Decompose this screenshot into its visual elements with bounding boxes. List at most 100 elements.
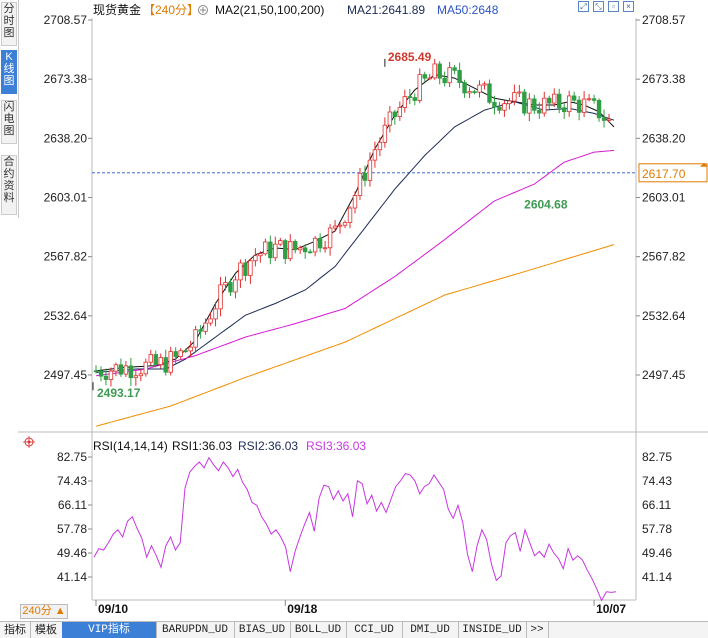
candle-body bbox=[407, 96, 412, 99]
tab-cci[interactable]: CCI_UD bbox=[346, 622, 403, 638]
candle-body bbox=[347, 207, 353, 223]
ma50-legend: MA50:2648 bbox=[437, 3, 499, 17]
candle-body bbox=[362, 172, 368, 181]
candle-body bbox=[113, 364, 119, 372]
candle-body bbox=[268, 241, 273, 259]
candle-body bbox=[591, 98, 597, 101]
candle-body bbox=[352, 195, 358, 209]
current-price-label: 2617.70 bbox=[642, 167, 686, 181]
rsi-tick-right: 66.11 bbox=[642, 498, 671, 512]
tab-vip-indicators[interactable]: VIP指标 bbox=[62, 622, 157, 638]
price-tick-right: 2603.01 bbox=[642, 191, 686, 205]
candle-body bbox=[337, 224, 343, 227]
period-label: 【240分】 bbox=[143, 3, 199, 17]
price-tick-right: 2708.57 bbox=[642, 13, 686, 27]
candle-body bbox=[327, 227, 333, 249]
rsi-tick-left: 74.43 bbox=[57, 474, 87, 488]
candle-body bbox=[228, 282, 233, 293]
candle-body bbox=[596, 99, 602, 119]
tab-inside[interactable]: INSIDE_UD bbox=[458, 622, 527, 638]
candle-body bbox=[537, 109, 542, 114]
candle-body bbox=[317, 237, 323, 249]
candle-body bbox=[312, 237, 318, 253]
candle-body bbox=[417, 74, 422, 101]
candle-body bbox=[163, 357, 168, 373]
collapse-icon[interactable]: ⤡ bbox=[593, 1, 604, 12]
candle-body bbox=[273, 243, 278, 259]
candle-body bbox=[492, 101, 497, 108]
rsi-title: RSI(14,14,14) bbox=[93, 439, 168, 453]
tab-barupdn[interactable]: BARUPDN_UD bbox=[156, 622, 235, 638]
circle-plus-icon[interactable] bbox=[198, 5, 208, 15]
price-tick-right: 2497.45 bbox=[642, 368, 686, 382]
candle-body bbox=[198, 329, 203, 332]
candle-body bbox=[606, 118, 612, 121]
candle-body bbox=[477, 84, 482, 93]
high-annotation: 2685.49 bbox=[388, 50, 432, 64]
candle-body bbox=[332, 225, 338, 229]
candle-body bbox=[133, 375, 139, 379]
tab-dmi[interactable]: DMI_UD bbox=[402, 622, 459, 638]
candle-body bbox=[547, 97, 552, 104]
candle-body bbox=[293, 241, 298, 251]
tab-templates[interactable]: 模板 bbox=[30, 622, 63, 638]
candle-body bbox=[522, 91, 527, 114]
candle-body bbox=[243, 262, 248, 276]
close-icon[interactable]: × bbox=[623, 1, 634, 12]
ma2-line bbox=[95, 74, 615, 372]
candle-body bbox=[452, 67, 457, 71]
candle-body bbox=[447, 67, 452, 84]
candle-body bbox=[412, 97, 417, 101]
tab-boll[interactable]: BOLL_UD bbox=[290, 622, 347, 638]
candle-body bbox=[248, 260, 253, 276]
candle-body bbox=[168, 351, 173, 373]
candle-body bbox=[502, 103, 507, 111]
candle-body bbox=[208, 318, 213, 324]
low-right-annotation: 2604.68 bbox=[524, 198, 568, 212]
candle-body bbox=[387, 111, 393, 126]
rsi-settings-icon[interactable] bbox=[23, 436, 35, 448]
candle-body bbox=[173, 351, 178, 357]
tab-kline[interactable]: K线图 bbox=[1, 50, 17, 94]
tab-contract-info[interactable]: 合约资料 bbox=[1, 155, 17, 215]
tab-indicators[interactable]: 指标 bbox=[0, 622, 31, 638]
price-tick-right: 2638.20 bbox=[642, 131, 686, 145]
price-tick-left: 2673.38 bbox=[44, 72, 88, 86]
candle-body bbox=[258, 253, 263, 257]
candle-body bbox=[507, 100, 512, 105]
rsi-tick-left: 82.75 bbox=[57, 450, 87, 464]
candle-body bbox=[178, 350, 183, 357]
expand-icon[interactable]: ⤢ bbox=[578, 1, 589, 12]
candle-body bbox=[148, 354, 153, 363]
rsi-tick-right: 41.14 bbox=[642, 570, 672, 584]
rsi-tick-right: 49.46 bbox=[642, 546, 672, 560]
candle-body bbox=[427, 77, 432, 80]
ma21-line bbox=[95, 101, 615, 373]
price-tick-right: 2567.82 bbox=[642, 250, 686, 264]
tab-bias[interactable]: BIAS_UD bbox=[234, 622, 291, 638]
rsi-line bbox=[93, 456, 617, 602]
candle-body bbox=[108, 370, 114, 380]
price-tick-left: 2497.45 bbox=[44, 368, 88, 382]
tab-more[interactable]: >> bbox=[526, 622, 549, 638]
ma21-legend: MA21:2641.89 bbox=[347, 3, 425, 17]
candle-body bbox=[462, 82, 467, 94]
tab-flash-chart[interactable]: 闪电图 bbox=[1, 100, 17, 144]
candle-body bbox=[581, 98, 587, 113]
candle-body bbox=[298, 247, 303, 251]
candle-body bbox=[143, 361, 149, 375]
candle-body bbox=[467, 91, 472, 94]
candle-body bbox=[218, 284, 223, 310]
candle-body bbox=[322, 247, 328, 250]
rsi-tick-left: 49.46 bbox=[57, 546, 87, 560]
candle-body bbox=[532, 98, 537, 111]
candles bbox=[93, 58, 612, 387]
candle-body bbox=[193, 329, 198, 348]
candle-body bbox=[278, 240, 283, 245]
window-icon[interactable]: ▫ bbox=[608, 1, 619, 12]
period-selector[interactable]: 240分 ▲ bbox=[20, 604, 68, 619]
candle-body bbox=[372, 149, 378, 161]
tab-timeshare[interactable]: 分时图 bbox=[1, 2, 17, 46]
candle-body bbox=[487, 83, 492, 103]
